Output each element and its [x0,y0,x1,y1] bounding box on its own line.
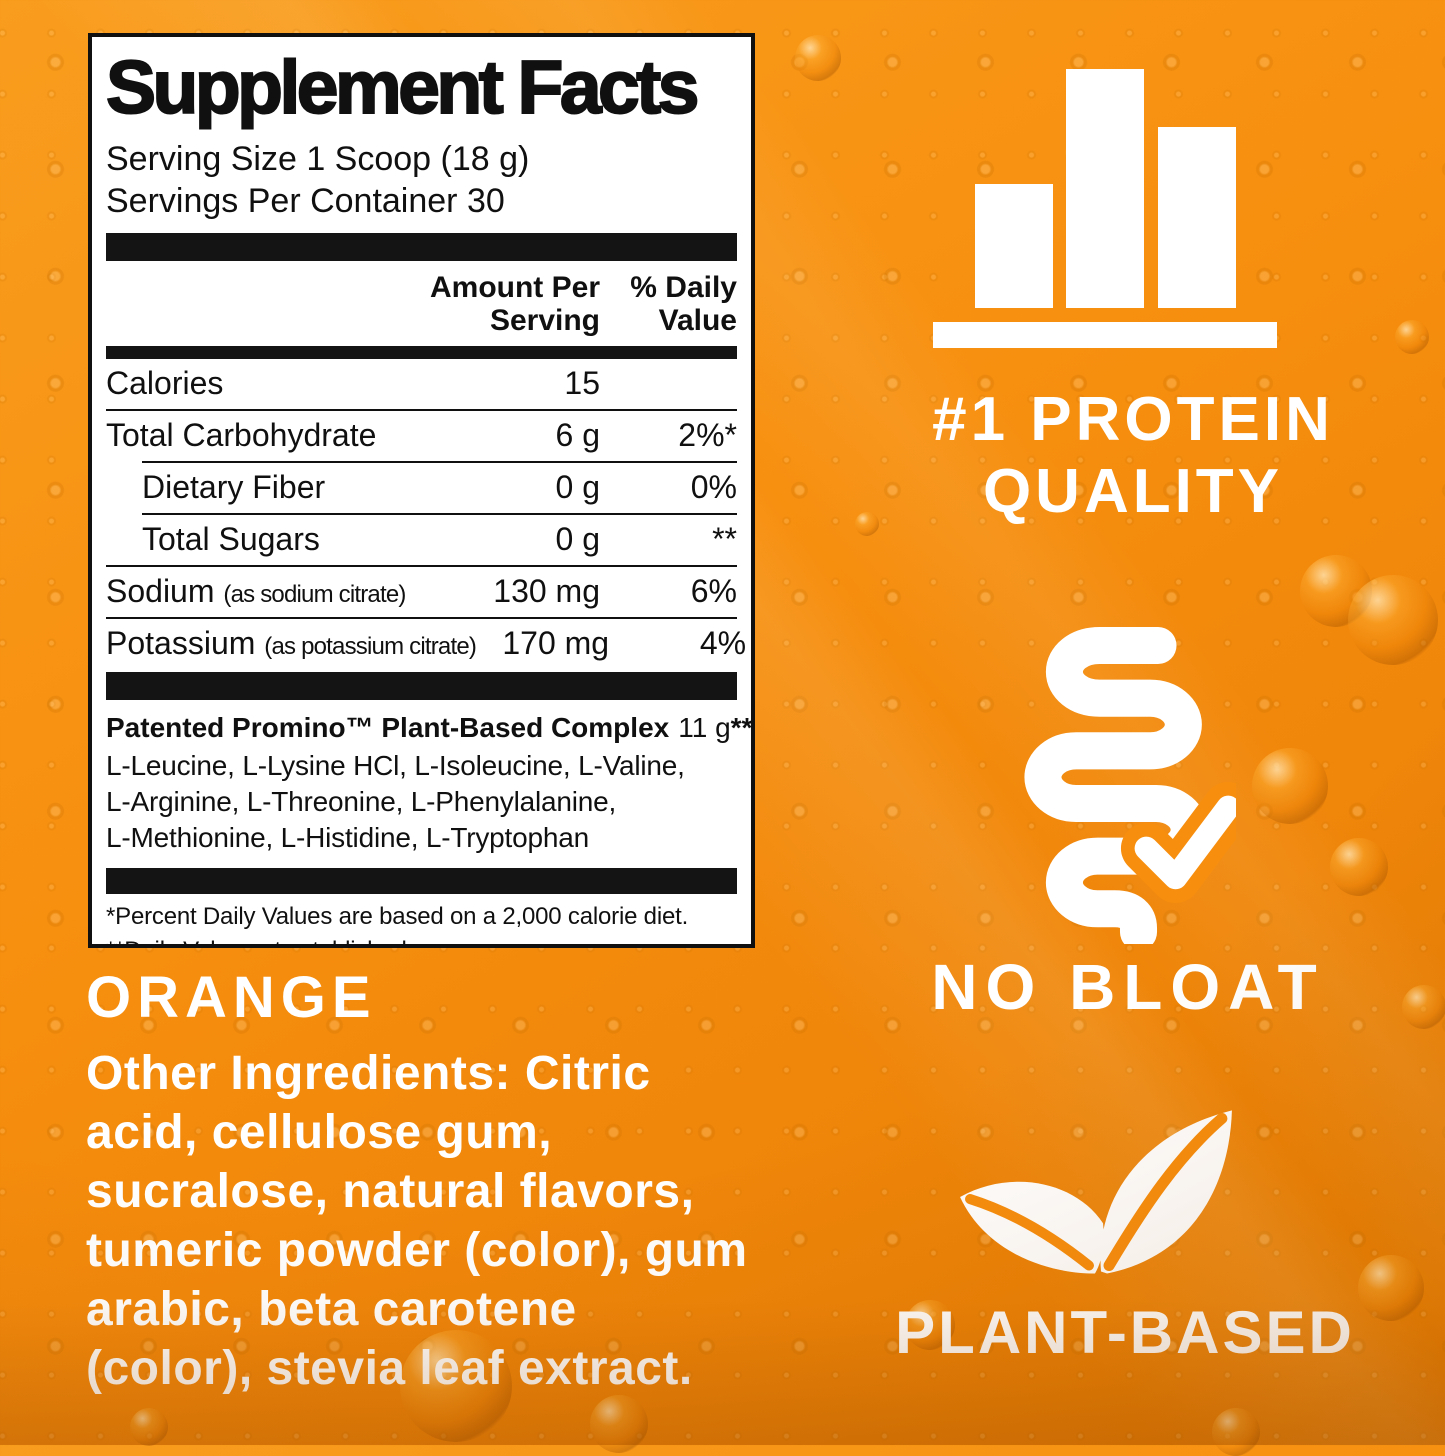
divider-bar-complex [106,672,737,700]
daily-value-header: % Daily Value [630,270,737,338]
water-droplet [1348,575,1438,665]
water-droplet [130,1408,168,1446]
divider-bar-bottom [106,868,737,895]
water-droplet [855,512,879,536]
no-bloat-label: NO BLOAT [931,951,1325,1023]
complex-dv: ** [730,712,753,743]
water-droplet [1395,320,1429,354]
row-divider [106,409,737,411]
nutrient-name: Potassium [106,625,256,661]
nutrient-name: Dietary Fiber [142,469,326,505]
amount-per-serving-header: Amount Per Serving [429,270,600,338]
nutrient-amount: 170 mg [502,625,610,661]
column-headers: Amount Per Serving % Daily Value [106,261,737,346]
nutrient-dv: 4% [699,625,747,661]
nutrient-amount: 6 g [555,417,600,453]
nutrient-dv: 2%* [678,417,737,453]
nutrient-name: Calories [106,365,224,401]
other-ingredients-text: Other Ingredients: Citric acid, cellulos… [86,1047,748,1396]
nutrient-amount: 130 mg [493,573,600,609]
complex-title: Patented Promino™ Plant-Based Complex [106,712,670,743]
row-divider [142,461,737,463]
nutrition-row-total-sugars: Total Sugars 0 g ** [106,515,737,565]
row-divider [106,617,737,619]
nutrient-amount: 0 g [555,521,600,557]
water-droplet [1402,985,1445,1029]
supplement-facts-panel: Supplement Facts Serving Size 1 Scoop (1… [88,33,755,948]
amino-acids-list: L-Leucine, L-Lysine HCl, L-Isoleucine, L… [106,750,685,853]
nutrient-name: Sodium [106,573,215,609]
nutrient-source-note: (as potassium citrate) [264,633,477,660]
nutrient-dv: ** [712,521,737,557]
divider-bar-thin [106,346,737,359]
water-droplet [795,35,841,81]
bar-chart-icon [933,69,1277,348]
supplement-facts-title: Supplement Facts [105,45,700,129]
servings-per-container-text: Servings Per Container 30 [106,181,505,220]
water-droplet [1252,748,1328,824]
nutrient-dv: 6% [690,573,737,609]
nutrition-row-potassium: Potassium (as potassium citrate) 170 mg … [106,619,746,669]
nutrient-name: Total Carbohydrate [106,417,377,453]
water-droplet [1330,838,1388,896]
flavor-name: ORANGE [86,965,377,1030]
plant-based-label: PLANT-BASED [895,1299,1355,1366]
footnote-dv-not-established: **Daily Value not established. [106,934,737,944]
water-droplet [1300,555,1372,627]
intestine-check-icon [1024,627,1236,944]
water-droplet [590,1395,648,1453]
leaf-icon [960,1110,1232,1274]
nutrition-row-calories: Calories 15 [106,359,737,409]
nutrition-row-dietary-fiber: Dietary Fiber 0 g 0% [106,463,737,513]
serving-size-text: Serving Size 1 Scoop (18 g) [106,139,530,178]
row-divider [106,565,737,567]
nutrient-amount: 15 [564,365,600,401]
nutrient-dv: 0% [690,469,737,505]
nutrition-row-total-carbohydrate: Total Carbohydrate 6 g 2%* [106,411,737,461]
row-divider [142,513,737,515]
divider-bar-top [106,232,737,261]
nutrient-name: Total Sugars [142,521,320,557]
protein-quality-label: #1 PROTEIN QUALITY [932,385,1334,526]
nutrient-source-note: (as sodium citrate) [223,581,406,608]
complex-amount: 11 g [678,712,731,743]
nutrition-row-sodium: Sodium (as sodium citrate) 130 mg 6% [106,567,737,617]
promino-complex-header: Patented Promino™ Plant-Based Complex 11… [106,712,751,744]
nutrient-amount: 0 g [555,469,600,505]
footnote-percent-daily-values: *Percent Daily Values are based on a 2,0… [106,903,689,931]
water-droplet [1212,1408,1260,1456]
